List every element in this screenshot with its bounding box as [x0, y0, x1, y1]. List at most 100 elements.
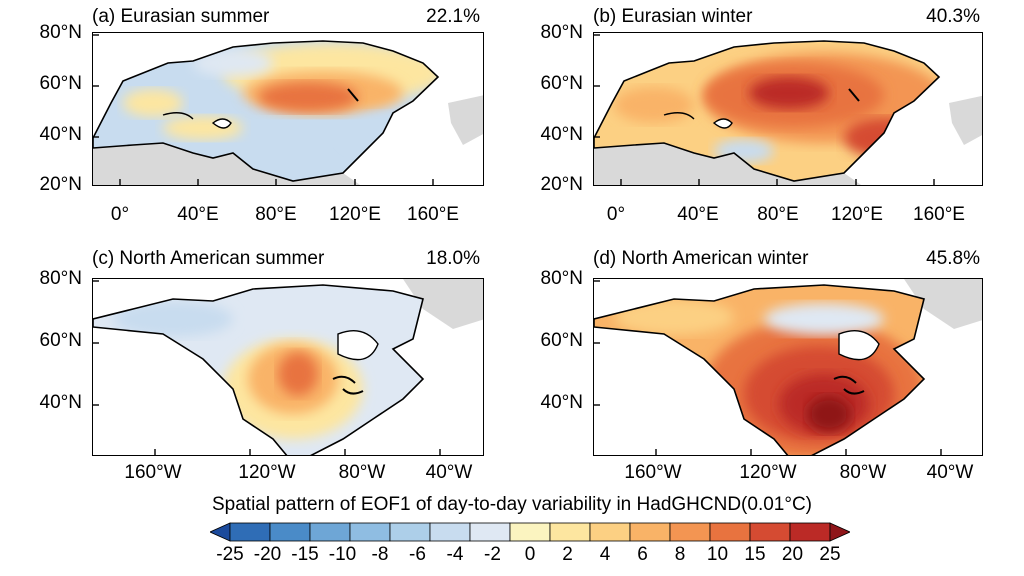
coastline	[594, 40, 941, 182]
xtick-label: 40°E	[177, 204, 219, 225]
colorbar-tick-label: -25	[216, 544, 244, 565]
masked-land	[448, 95, 483, 145]
panel-a-variance: 22.1%	[426, 6, 480, 27]
colorbar-tick-label: -2	[484, 544, 501, 565]
anomaly-blob	[807, 396, 851, 432]
anomaly-blob	[193, 49, 273, 77]
colorbar	[210, 522, 850, 542]
anomaly-blob	[163, 116, 243, 140]
xtick-label: 120°E	[831, 204, 883, 225]
colorbar-tick-label: -4	[446, 544, 464, 565]
colorbar-tick-label: 15	[744, 544, 766, 565]
ytick-label: 20°N	[540, 174, 583, 195]
hudson-bay	[838, 330, 880, 361]
anomaly-blob	[614, 87, 694, 123]
xtick-label: 80°W	[338, 462, 386, 483]
coastline	[663, 112, 695, 120]
colorbar-bin	[269, 522, 311, 542]
hudson-bay	[337, 330, 379, 361]
lake-baikal	[848, 88, 860, 102]
xtick-label: 120°W	[739, 462, 797, 483]
colorbar-tick-label: -6	[409, 544, 426, 565]
xtick-label: 0°	[110, 204, 130, 225]
colorbar-tick-label: 0	[524, 544, 536, 565]
colorbar-tick-label: -20	[253, 544, 282, 565]
xtick-label: 160°E	[407, 204, 459, 225]
panel-d-title: (d) North American winter	[593, 248, 809, 269]
coastline	[93, 40, 440, 182]
panel-a-title: (a) Eurasian summer	[92, 6, 270, 27]
coastline	[93, 284, 425, 455]
ytick-label: 60°N	[39, 73, 82, 94]
panel-b-variance: 40.3%	[926, 6, 980, 27]
colorbar-bin	[210, 522, 231, 542]
colorbar-bin	[709, 522, 751, 542]
anomaly-blob	[258, 82, 358, 112]
colorbar-tick-label: 25	[819, 544, 841, 565]
ytick-label: 20°N	[39, 174, 82, 195]
xtick-label: 0°	[606, 204, 626, 225]
ytick-label: 40°N	[39, 392, 82, 413]
colorbar-bin	[349, 522, 391, 542]
colorbar-tick-label: 10	[706, 544, 729, 565]
great-lakes	[332, 375, 364, 395]
caspian-sea	[712, 118, 733, 129]
ytick-label: 80°N	[39, 22, 82, 43]
colorbar-tick-label: 6	[637, 544, 648, 565]
ytick-label: 40°N	[540, 124, 583, 145]
panel-c-title: (c) North American summer	[92, 248, 325, 269]
panel-b-title: (b) Eurasian winter	[593, 6, 753, 27]
colorbar-bin	[749, 522, 791, 542]
great-lakes	[833, 375, 865, 395]
colorbar-bin	[629, 522, 671, 542]
greenland-masked	[403, 279, 483, 329]
colorbar-bin	[389, 522, 431, 542]
colorbar-tick-label: -8	[371, 544, 389, 565]
anomaly-blob	[113, 301, 233, 337]
colorbar-tick-label: -15	[291, 544, 319, 565]
coastline	[162, 112, 194, 120]
anomaly-blob	[749, 77, 829, 109]
caspian-sea	[211, 118, 232, 129]
colorbar-title: Spatial pattern of EOF1 of day-to-day va…	[211, 494, 812, 515]
coastline	[594, 284, 926, 455]
ytick-label: 80°N	[39, 268, 82, 289]
anomaly-blob	[614, 299, 734, 335]
ytick-label: 80°N	[540, 22, 583, 43]
xtick-label: 120°E	[329, 204, 381, 225]
colorbar-bin	[509, 522, 551, 542]
masked-land	[594, 143, 862, 185]
colorbar-tick-label: 8	[674, 544, 686, 565]
xtick-label: 40°W	[425, 462, 473, 483]
anomaly-blob	[343, 113, 438, 153]
map-c	[92, 278, 484, 456]
xtick-label: 80°E	[255, 204, 297, 225]
colorbar-tick-label: 4	[599, 544, 611, 565]
colorbar-bin	[309, 522, 351, 542]
ytick-label: 40°N	[39, 124, 82, 145]
xtick-label: 160°E	[913, 204, 965, 225]
ytick-label: 40°N	[540, 392, 583, 413]
ytick-label: 60°N	[540, 73, 583, 94]
greenland-masked	[904, 279, 982, 329]
ytick-label: 60°N	[39, 330, 82, 351]
colorbar-bin	[829, 522, 850, 542]
colorbar-bin	[589, 522, 631, 542]
xtick-label: 40°W	[926, 462, 974, 483]
anomaly-blob	[764, 303, 884, 335]
anomaly-blob	[844, 118, 924, 158]
colorbar-tick-label: 2	[562, 544, 573, 565]
masked-land	[93, 143, 361, 185]
map-a	[92, 32, 484, 186]
colorbar-bin	[789, 522, 831, 542]
ytick-label: 80°N	[540, 268, 583, 289]
anomaly-blob	[278, 352, 318, 396]
colorbar-bin	[229, 522, 271, 542]
xtick-label: 160°W	[624, 462, 682, 483]
xtick-label: 120°W	[238, 462, 296, 483]
xtick-label: 80°W	[839, 462, 887, 483]
panel-c-variance: 18.0%	[426, 248, 480, 269]
lake-baikal	[347, 88, 359, 102]
colorbar-tick-label: -10	[328, 544, 357, 565]
xtick-label: 160°W	[124, 462, 182, 483]
